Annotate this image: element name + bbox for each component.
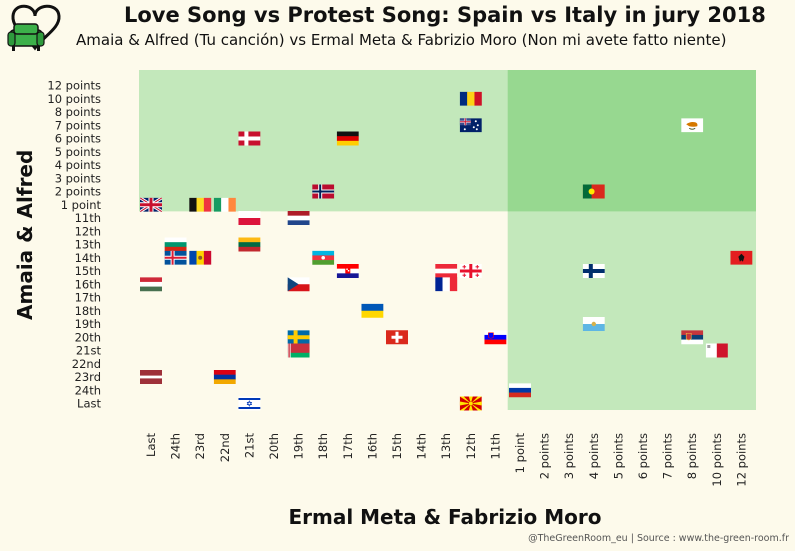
flag-marker-ireland: Ireland	[213, 197, 236, 212]
chart-title: Love Song vs Protest Song: Spain vs Ital…	[124, 3, 766, 27]
flag-marker-russia: Russia	[509, 383, 531, 398]
credit-line: @TheGreenRoom_eu | Source : www.the-gree…	[528, 533, 789, 544]
y-tick-label: 15th	[75, 264, 101, 278]
y-tick-label: 12 points	[47, 79, 101, 93]
x-tick-label: 11th	[488, 433, 502, 459]
flag-marker-croatia: Croatia	[336, 264, 359, 278]
y-tick-label: 6 points	[55, 132, 101, 146]
flag-marker-romania: Romania	[459, 91, 482, 106]
flag-marker-malta: Malta	[705, 343, 728, 358]
x-tick-label: 18th	[316, 433, 330, 459]
flag-marker-moldova: Moldova	[189, 250, 212, 265]
y-tick-label: 10 points	[47, 92, 101, 106]
x-tick-label: 16th	[365, 433, 379, 459]
flag-marker-bulgaria: Bulgaria	[164, 237, 187, 252]
x-tick-label: 23rd	[193, 433, 207, 459]
y-tick-label: 8 points	[55, 105, 101, 119]
flag-marker-iceland: Iceland	[164, 250, 187, 265]
y-tick-label: 17th	[75, 291, 101, 305]
flag-marker-france: France	[435, 277, 458, 292]
flag-marker-lithuania: Lithuania	[238, 237, 261, 252]
flag-marker-australia: Australia	[459, 118, 482, 133]
y-tick-label: 7 points	[55, 118, 101, 132]
x-tick-label: 19th	[292, 433, 306, 459]
x-tick-label: Last	[144, 433, 158, 457]
y-axis-label: Amaia & Alfred	[13, 149, 37, 320]
x-tick-label: 22nd	[218, 433, 232, 462]
flag-marker-serbia: Serbia	[681, 330, 704, 345]
flag-marker-slovenia: Slovenia	[484, 330, 507, 345]
y-tick-label: 3 points	[55, 171, 101, 185]
x-tick-label: 3 points	[562, 433, 576, 479]
x-tick-label: 15th	[390, 433, 404, 459]
x-tick-label: 12 points	[734, 433, 748, 487]
flag-marker-georgia: Georgia	[459, 264, 482, 278]
y-tick-label: 2 points	[55, 185, 101, 199]
flag-marker-austria: Austria	[435, 264, 458, 278]
flag-marker-denmark: Denmark	[238, 131, 261, 146]
y-tick-label: 23rd	[75, 370, 101, 384]
x-tick-label: 12th	[464, 433, 478, 459]
x-tick-label: 17th	[341, 433, 355, 459]
x-tick-label: 6 points	[636, 433, 650, 479]
y-tick-label: 12th	[75, 224, 101, 238]
flag-marker-macedonia: Macedonia	[459, 396, 482, 411]
x-tick-label: 5 points	[611, 433, 625, 479]
flag-marker-hungary: Hungary	[140, 277, 162, 292]
x-tick-label: 14th	[415, 433, 429, 459]
flag-marker-germany: Germany	[336, 131, 359, 146]
y-tick-label: 14th	[75, 251, 101, 265]
y-tick-label: 1 point	[61, 198, 102, 212]
flag-marker-poland: Poland	[238, 211, 261, 225]
flag-marker-azerbaijan: Azerbaijan	[312, 250, 335, 265]
flag-marker-finland: Finland	[582, 264, 605, 278]
y-tick-label: 5 points	[55, 145, 101, 159]
flag-marker-albania: Albania	[730, 250, 753, 265]
flag-marker-san-marino: San Marino	[582, 317, 605, 331]
y-tick-label: 13th	[75, 238, 101, 252]
x-tick-label: 24th	[169, 433, 183, 459]
x-tick-label: 10 points	[710, 433, 724, 487]
flag-marker-belgium: Belgium	[189, 197, 212, 212]
flag-marker-armenia: Armenia	[213, 370, 236, 384]
x-tick-label: 21st	[242, 433, 256, 459]
y-tick-label: Last	[77, 397, 101, 411]
flag-marker-latvia: Latvia	[140, 370, 162, 384]
chart-subtitle: Amaia & Alfred (Tu canción) vs Ermal Met…	[76, 31, 727, 49]
flag-marker-sweden: Sweden	[287, 330, 310, 345]
x-tick-label: 8 points	[685, 433, 699, 479]
y-tick-label: 11th	[75, 211, 101, 225]
x-tick-label: 20th	[267, 433, 281, 459]
x-tick-label: 2 points	[538, 433, 552, 479]
flag-marker-norway: Norway	[312, 184, 335, 199]
y-tick-label: 22nd	[72, 357, 101, 371]
flag-marker-netherlands: Netherlands	[287, 211, 310, 225]
green-room-logo-icon	[7, 4, 61, 51]
flag-marker-belarus: Belarus	[287, 343, 310, 358]
flag-marker-united-kingdom: United Kingdom	[140, 197, 162, 212]
flag-marker-ukraine: Ukraine	[361, 303, 384, 318]
y-tick-label: 21st	[76, 344, 102, 358]
flag-marker-switzerland: Switzerland	[386, 330, 408, 345]
y-tick-label: 16th	[75, 277, 101, 291]
x-tick-label: 7 points	[661, 433, 675, 479]
flag-marker-israel: Israel	[238, 396, 261, 411]
x-tick-label: 13th	[439, 433, 453, 459]
flag-marker-cyprus: Cyprus	[681, 118, 704, 133]
y-tick-label: 24th	[75, 383, 101, 397]
x-tick-label: 4 points	[587, 433, 601, 479]
zone-both-points	[507, 70, 756, 212]
flag-marker-czech-republic: Czech Republic	[287, 277, 310, 292]
x-tick-label: 1 point	[513, 433, 527, 474]
y-tick-label: 18th	[75, 304, 101, 318]
y-tick-label: 19th	[75, 317, 101, 331]
flag-marker-portugal: Portugal	[582, 184, 605, 199]
y-tick-label: 4 points	[55, 158, 101, 172]
x-axis-label: Ermal Meta & Fabrizio Moro	[288, 505, 602, 529]
y-tick-label: 20th	[75, 330, 101, 344]
